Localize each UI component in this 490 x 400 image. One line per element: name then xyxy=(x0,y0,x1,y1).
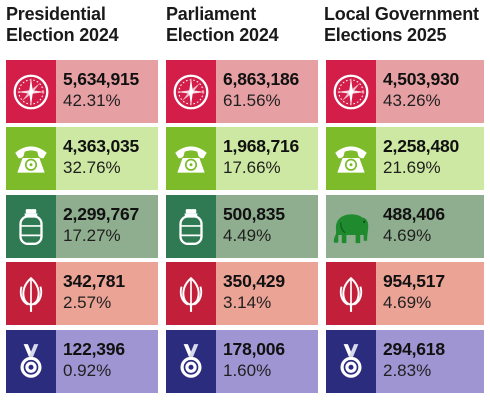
vote-percentage: 43.26% xyxy=(383,91,441,110)
vote-count: 294,618 xyxy=(383,339,445,359)
medal-icon xyxy=(166,330,216,393)
result-cell-parliament-lotus: 350,429 3.14% xyxy=(166,262,318,325)
compass-icon xyxy=(166,60,216,123)
vote-count: 2,258,480 xyxy=(383,136,460,156)
vote-percentage: 61.56% xyxy=(223,91,281,110)
result-cell-presidential-telephone: 4,363,035 32.76% xyxy=(6,127,158,190)
gas-cylinder-icon xyxy=(6,195,56,258)
result-cell-local-lotus: 954,517 4.69% xyxy=(326,262,484,325)
vote-count: 488,406 xyxy=(383,204,445,224)
vote-count: 5,634,915 xyxy=(63,69,140,89)
vote-count: 4,363,035 xyxy=(63,136,140,156)
header-line: Elections 2025 xyxy=(324,25,447,45)
result-cell-presidential-medal: 122,396 0.92% xyxy=(6,330,158,393)
vote-percentage: 4.69% xyxy=(383,226,432,245)
header-line: Presidential xyxy=(6,4,106,24)
vote-percentage: 21.69% xyxy=(383,158,441,177)
vote-count: 954,517 xyxy=(383,271,445,291)
telephone-icon xyxy=(166,127,216,190)
vote-count: 500,835 xyxy=(223,204,285,224)
vote-count: 2,299,767 xyxy=(63,204,140,224)
vote-percentage: 42.31% xyxy=(63,91,121,110)
vote-percentage: 32.76% xyxy=(63,158,121,177)
result-cell-parliament-cylinder: 500,835 4.49% xyxy=(166,195,318,258)
result-cell-local-compass: 4,503,930 43.26% xyxy=(326,60,484,123)
lotus-bud-icon xyxy=(166,262,216,325)
vote-percentage: 0.92% xyxy=(63,361,112,380)
header-local-government-elections: Local Government Elections 2025 xyxy=(324,4,479,46)
vote-count: 4,503,930 xyxy=(383,69,460,89)
vote-count: 178,006 xyxy=(223,339,285,359)
vote-percentage: 17.27% xyxy=(63,226,121,245)
result-cell-local-telephone: 2,258,480 21.69% xyxy=(326,127,484,190)
telephone-icon xyxy=(6,127,56,190)
result-cell-parliament-medal: 178,006 1.60% xyxy=(166,330,318,393)
compass-icon xyxy=(326,60,376,123)
telephone-icon xyxy=(326,127,376,190)
result-cell-local-medal: 294,618 2.83% xyxy=(326,330,484,393)
header-line: Election 2024 xyxy=(166,25,279,45)
vote-count: 122,396 xyxy=(63,339,125,359)
gas-cylinder-icon xyxy=(166,195,216,258)
vote-percentage: 17.66% xyxy=(223,158,281,177)
vote-percentage: 1.60% xyxy=(223,361,272,380)
lotus-bud-icon xyxy=(326,262,376,325)
vote-percentage: 4.49% xyxy=(223,226,272,245)
lotus-bud-icon xyxy=(6,262,56,325)
result-cell-presidential-compass: 5,634,915 42.31% xyxy=(6,60,158,123)
vote-count: 350,429 xyxy=(223,271,285,291)
medal-icon xyxy=(326,330,376,393)
result-cell-parliament-compass: 6,863,186 61.56% xyxy=(166,60,318,123)
vote-count: 6,863,186 xyxy=(223,69,300,89)
header-presidential-election: Presidential Election 2024 xyxy=(6,4,119,46)
header-line: Local Government xyxy=(324,4,479,24)
elephant-icon xyxy=(326,195,376,258)
vote-count: 1,968,716 xyxy=(223,136,300,156)
header-line: Election 2024 xyxy=(6,25,119,45)
result-cell-presidential-lotus: 342,781 2.57% xyxy=(6,262,158,325)
medal-icon xyxy=(6,330,56,393)
header-parliament-election: Parliament Election 2024 xyxy=(166,4,279,46)
header-line: Parliament xyxy=(166,4,257,24)
vote-percentage: 2.57% xyxy=(63,293,112,312)
vote-count: 342,781 xyxy=(63,271,125,291)
compass-icon xyxy=(6,60,56,123)
result-cell-parliament-telephone: 1,968,716 17.66% xyxy=(166,127,318,190)
result-cell-presidential-cylinder: 2,299,767 17.27% xyxy=(6,195,158,258)
vote-percentage: 3.14% xyxy=(223,293,272,312)
vote-percentage: 4.69% xyxy=(383,293,432,312)
vote-percentage: 2.83% xyxy=(383,361,432,380)
result-cell-local-elephant: 488,406 4.69% xyxy=(326,195,484,258)
